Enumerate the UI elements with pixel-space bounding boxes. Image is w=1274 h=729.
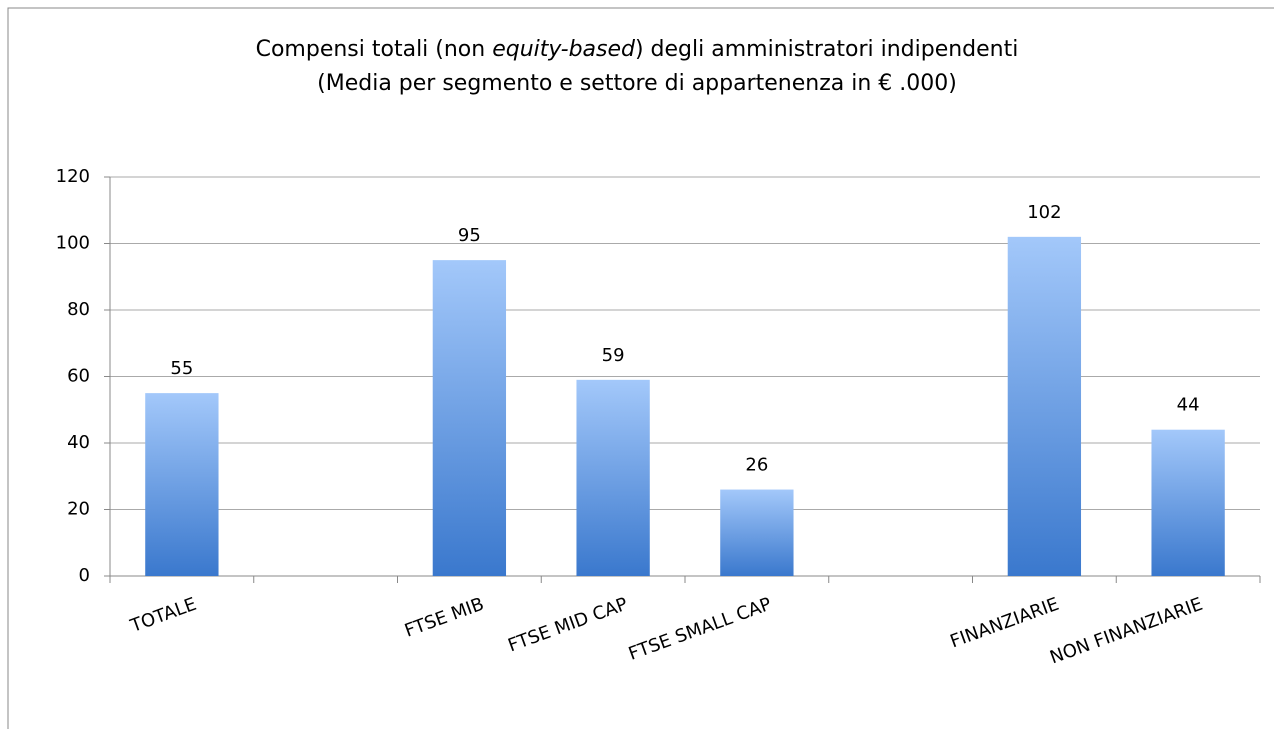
x-tick-label: NON FINANZIARIE [1047,594,1205,669]
data-label: 95 [458,225,481,246]
y-tick-label: 60 [67,366,90,387]
title-part: equity-based [492,37,636,62]
y-tick-label: 100 [56,233,90,254]
y-tick-label: 80 [67,299,90,320]
x-tick-label: TOTALE [127,594,199,637]
x-tick-label: FINANZIARIE [947,594,1061,653]
y-tick-label: 120 [56,166,90,187]
chart-title: Compensi totali (non equity-based) degli… [256,37,1019,62]
x-tick-label: FTSE MIB [402,594,487,642]
data-label: 102 [1027,202,1061,223]
title-part: ) degli amministratori indipendenti [635,37,1018,62]
bar [1007,236,1082,576]
x-tick-label: FTSE MID CAP [505,594,630,657]
bar [720,489,794,576]
y-tick-label: 0 [79,565,90,586]
bar [432,260,507,576]
y-tick-label: 40 [67,432,90,453]
data-label: 59 [602,345,625,366]
bar [145,393,219,576]
data-label: 26 [745,455,768,476]
data-label: 44 [1177,395,1200,416]
chart-subtitle: (Media per segmento e settore di apparte… [317,71,957,96]
data-label: 55 [170,358,193,379]
x-tick-label: FTSE SMALL CAP [626,594,775,665]
bar [1151,429,1225,576]
y-tick-label: 20 [67,499,90,520]
chart-frame [7,7,1274,729]
title-part: Compensi totali (non [256,37,493,62]
bar [576,379,650,576]
